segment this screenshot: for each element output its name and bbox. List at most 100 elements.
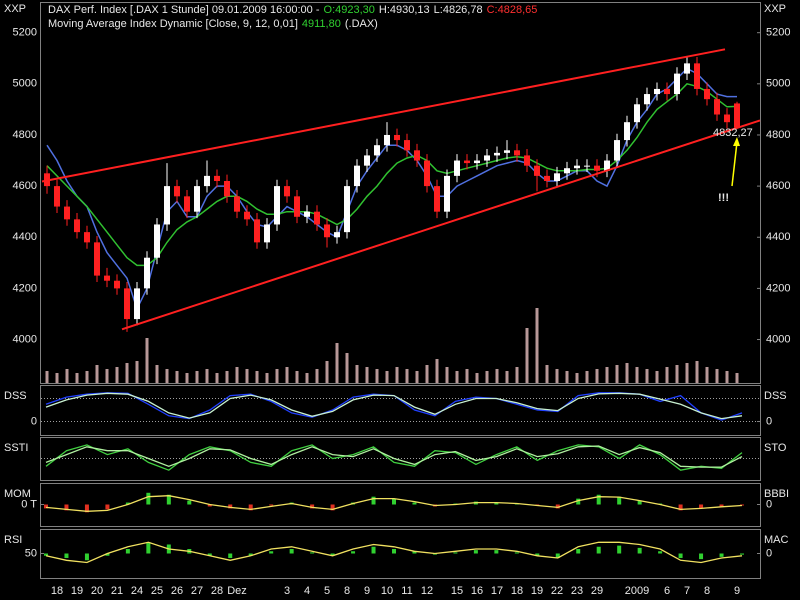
volume-bar [185, 373, 189, 383]
candle-body [214, 175, 220, 181]
volume-bar [385, 371, 389, 383]
header-title: DAX Perf. Index [.DAX 1 Stunde] 09.01.20… [48, 4, 320, 16]
volume-bar [425, 365, 429, 383]
histogram-bar [371, 546, 376, 554]
volume-bar [635, 367, 639, 383]
high-label: H:4930,13 [379, 4, 430, 16]
histogram-bar [125, 549, 130, 554]
annotation-arrow [731, 141, 738, 187]
candle-body [154, 224, 160, 258]
candle-body [134, 288, 140, 320]
indicator-line [46, 82, 738, 267]
histogram-bar [740, 504, 744, 506]
candle-body [544, 175, 550, 181]
candle-body [664, 88, 670, 95]
candle-body [624, 122, 630, 141]
volume-bar [415, 371, 419, 383]
volume-bar [715, 369, 719, 383]
price-panel-frame [40, 2, 761, 384]
volume-bar [275, 369, 279, 383]
x-tick-label: 16 [471, 585, 483, 597]
x-tick-label: 17 [491, 585, 503, 597]
candle-body [304, 211, 310, 217]
candle-body [204, 175, 210, 187]
close-label: C:4828,65 [487, 4, 538, 16]
histogram-bar [637, 547, 642, 554]
y2-tick-label: 0 [766, 415, 772, 427]
volume-bar [335, 343, 339, 383]
y-tick-label-right: 4600 [766, 180, 790, 192]
histogram-bar [740, 553, 744, 555]
volume-bar [105, 369, 109, 383]
volume-bar [685, 363, 689, 383]
x-tick-label: 18 [511, 585, 523, 597]
oscillator-line [45, 392, 743, 420]
volume-bar [645, 369, 649, 383]
x-tick-label: 29 [591, 585, 603, 597]
legend-suffix: (.DAX) [345, 18, 378, 30]
histogram-bar [289, 549, 294, 554]
volume-bar [565, 371, 569, 383]
x-tick-label: 18 [51, 585, 63, 597]
x-tick-label: 9 [734, 585, 740, 597]
histogram-bar [44, 504, 48, 509]
x-tick-label: 25 [151, 585, 163, 597]
y-tick-label: 50 [25, 547, 37, 559]
y-tick-label-right: 5200 [766, 27, 790, 39]
volume-bar [155, 365, 159, 383]
x-tick-label: 4 [304, 585, 310, 597]
y-tick-label-right: 4000 [766, 333, 790, 345]
y-tick-label: 5000 [13, 78, 37, 90]
histogram-bar [596, 494, 601, 505]
annotation: !!! [718, 192, 729, 204]
legend-value: 4911,80 [302, 18, 341, 30]
volume-bar [605, 367, 609, 383]
histogram-bar [351, 551, 356, 554]
histogram-bar [166, 494, 171, 505]
candle-body [374, 145, 380, 156]
annotation-arrowhead [733, 137, 740, 146]
x-tick-label: 26 [171, 585, 183, 597]
y-tick-label: 5200 [13, 27, 37, 39]
trend-line [41, 48, 726, 183]
volume-bar [235, 367, 239, 383]
volume-bar [245, 369, 249, 383]
candle-body [704, 88, 710, 100]
volume-bar [45, 371, 49, 383]
candle-body [724, 114, 730, 123]
histogram-bar [187, 500, 192, 505]
volume-bar [375, 369, 379, 383]
y-tick-label-right: 5000 [766, 78, 790, 90]
y-tick-label: 0 [31, 415, 37, 427]
oscillator-line [45, 495, 743, 512]
candle-body [484, 155, 490, 161]
candle-body [714, 99, 720, 115]
dss-panel-frame [40, 385, 761, 436]
y-tick-label: 4200 [13, 282, 37, 294]
y2-tick-label: 0 [766, 498, 772, 510]
candle-body [334, 232, 340, 238]
candle-body [324, 224, 330, 238]
candle-body [194, 186, 200, 212]
candle-body [294, 196, 300, 217]
histogram-bar [453, 552, 458, 554]
candle-body [454, 160, 460, 176]
panel-title-right: MAC [764, 534, 789, 546]
candle-body [314, 211, 320, 225]
candle-body [584, 165, 590, 167]
candle-body [124, 288, 130, 320]
candle-body [344, 186, 350, 233]
candle-body [174, 186, 180, 197]
volume-bar [515, 367, 519, 383]
histogram-bar [617, 545, 622, 554]
histogram-bar [84, 504, 89, 513]
candle-body [424, 160, 430, 187]
candle-body [114, 280, 120, 289]
panel-title-right: BBBI [764, 488, 789, 500]
histogram-bar [248, 504, 253, 511]
y-tick-label-right: 4200 [766, 282, 790, 294]
header-line: DAX Perf. Index [.DAX 1 Stunde] 09.01.20… [48, 4, 537, 16]
volume-bar [485, 371, 489, 383]
volume-bar [145, 338, 149, 383]
